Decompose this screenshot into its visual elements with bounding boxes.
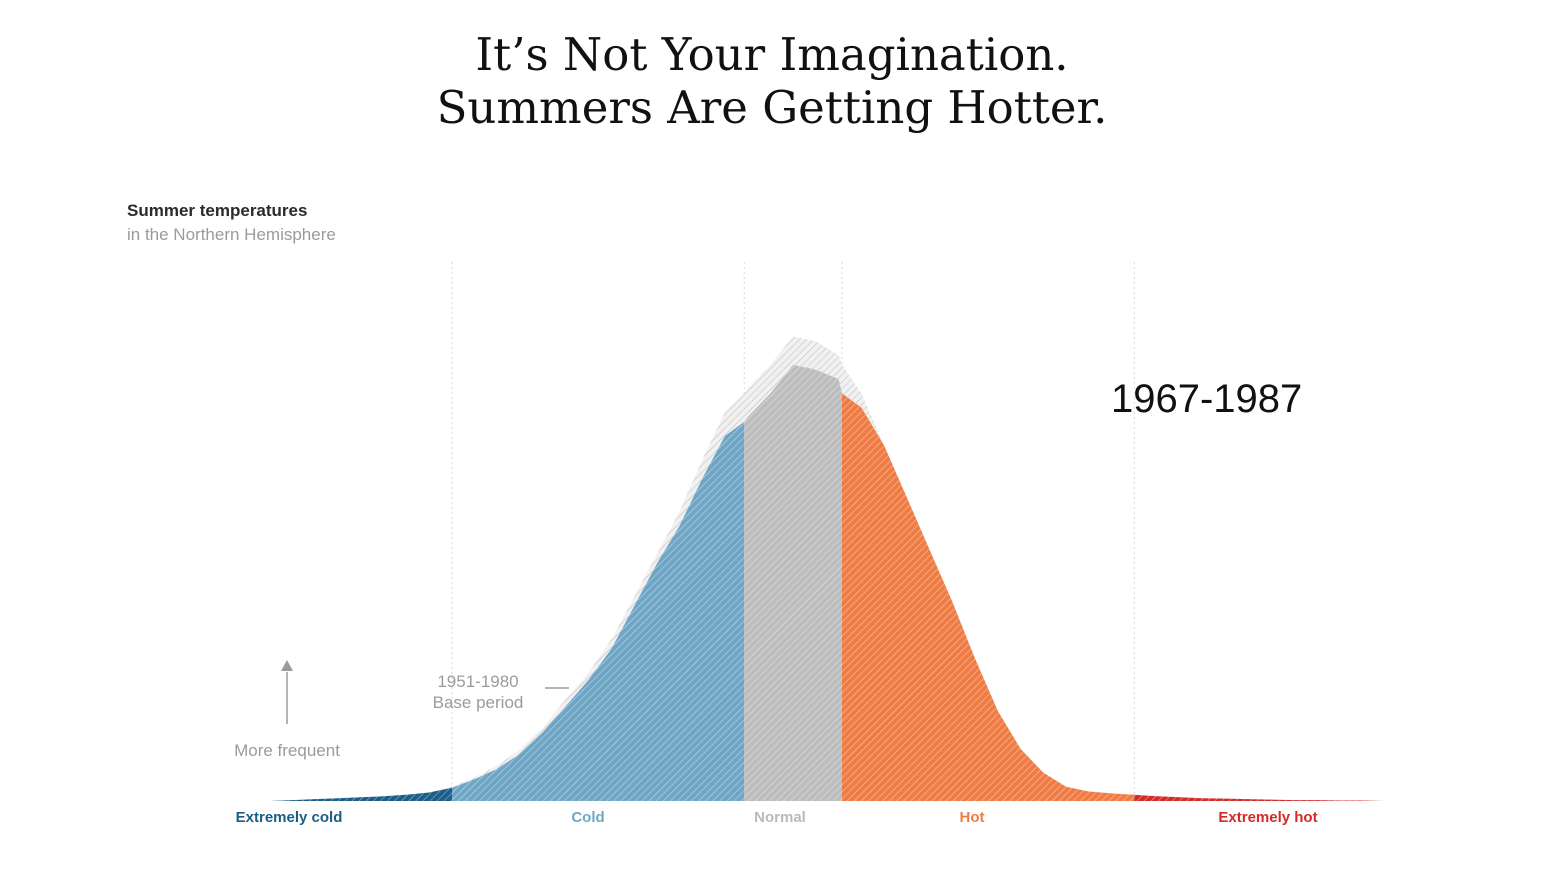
chart-title: Summer temperatures (127, 201, 308, 220)
period-label: 1967-1987 (1111, 377, 1302, 421)
band-label-normal: Normal (754, 809, 806, 826)
y-axis-label: More frequent (234, 741, 340, 760)
up-arrow-icon (281, 660, 293, 671)
chart-subtitle: in the Northern Hemisphere (127, 225, 336, 244)
hatch-hot (842, 393, 1135, 801)
headline-line-1: It’s Not Your Imagination. (475, 28, 1069, 81)
hatch-extremely-cold (270, 787, 452, 801)
band-label-extremely-cold: Extremely cold (236, 809, 343, 826)
band-label-hot: Hot (960, 809, 985, 826)
base-period-year: 1951-1980 (437, 672, 518, 691)
base-period-caption: Base period (433, 693, 524, 712)
hatch-extremely-hot (1134, 794, 1430, 801)
headline: It’s Not Your Imagination. Summers Are G… (0, 28, 1544, 134)
headline-line-2: Summers Are Getting Hotter. (436, 81, 1108, 134)
hatch-cold (451, 421, 745, 801)
band-label-cold: Cold (571, 809, 604, 826)
band-label-extremely-hot: Extremely hot (1218, 809, 1317, 826)
hatch-normal (744, 364, 843, 801)
